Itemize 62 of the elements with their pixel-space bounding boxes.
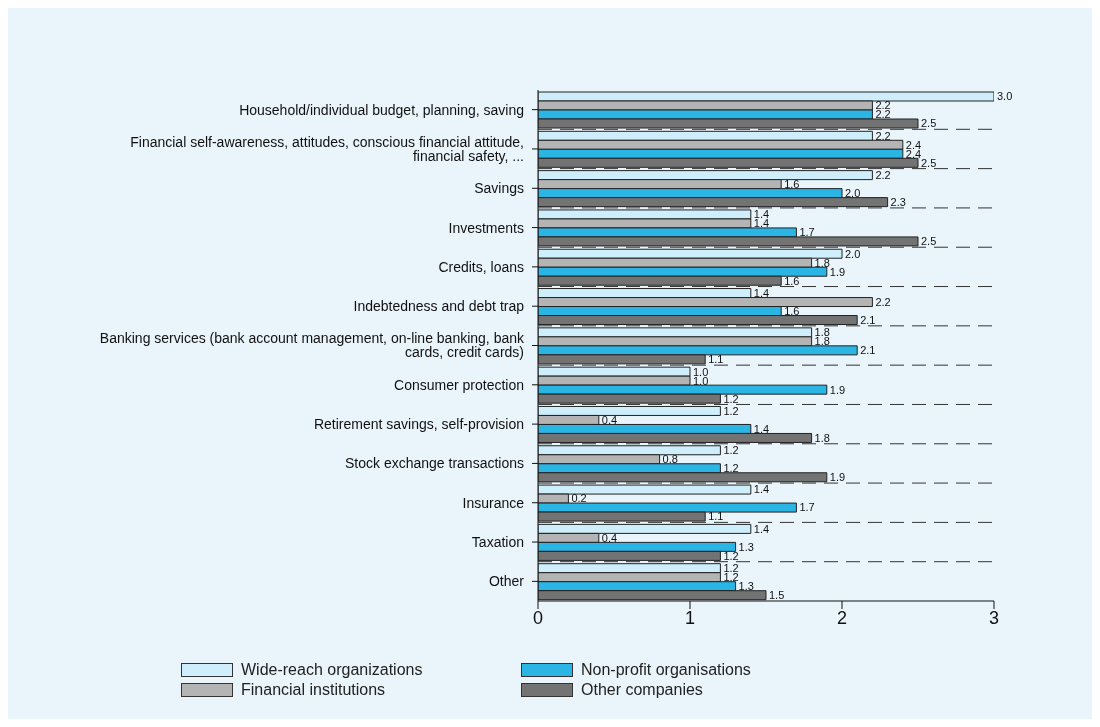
data-label: 2.2 xyxy=(875,169,891,182)
data-label: 2.5 xyxy=(921,117,937,130)
data-label: 1.1 xyxy=(708,510,724,523)
data-label: 1.2 xyxy=(723,549,739,562)
data-label: 1.4 xyxy=(753,483,770,496)
data-label: 1.5 xyxy=(769,589,785,602)
data-label: 0.2 xyxy=(571,492,587,505)
data-label: 1.6 xyxy=(784,178,800,191)
data-label: 1.2 xyxy=(723,404,739,417)
data-label: 0.8 xyxy=(662,453,678,466)
x-tick-label: 1 xyxy=(684,607,696,628)
data-label: 1.2 xyxy=(723,392,739,405)
data-label: 2.3 xyxy=(890,196,906,209)
y-tick-label: Credits, loans xyxy=(438,258,524,275)
data-label: 1.6 xyxy=(784,274,800,287)
data-label: 1.4 xyxy=(753,522,770,535)
y-tick-label: Investments xyxy=(448,219,524,236)
y-tick-label: Consumer protection xyxy=(394,376,524,393)
y-tick-label: Banking services (bank account management, on-line banking, bank cards, credit cards) xyxy=(99,330,525,361)
data-label: 1.9 xyxy=(829,383,846,396)
legend-label: Other companies xyxy=(581,681,703,699)
data-label: 3.0 xyxy=(997,90,1013,103)
x-tick-label: 3 xyxy=(988,607,1000,628)
y-tick-label: Savings xyxy=(474,180,524,197)
data-label: 1.8 xyxy=(814,431,830,444)
data-label: 2.2 xyxy=(875,129,891,142)
data-label: 0.4 xyxy=(601,413,618,426)
data-label: 1.3 xyxy=(738,580,754,593)
data-label: 1.6 xyxy=(784,304,800,317)
data-label: 1.1 xyxy=(708,353,724,366)
y-tick-label: Taxation xyxy=(471,534,524,551)
data-label: 0.4 xyxy=(601,531,618,544)
data-label: 1.7 xyxy=(799,501,815,514)
data-label: 1.7 xyxy=(799,226,815,239)
data-label: 1.8 xyxy=(814,256,830,269)
data-label: 1.2 xyxy=(723,462,739,475)
data-label: 2.4 xyxy=(905,138,922,151)
y-tick-label: Stock exchange transactions xyxy=(345,455,524,472)
y-tick-label: Insurance xyxy=(462,494,525,511)
x-tick-label: 0 xyxy=(532,607,544,628)
legend-label: Financial institutions xyxy=(241,681,386,699)
data-label: 2.5 xyxy=(921,156,937,169)
legend-label: Wide-reach organizations xyxy=(241,661,423,679)
y-tick-label: Financial self-awareness, attitudes, conscious financial attitude, financial safety, ... xyxy=(130,133,524,164)
data-label: 1.3 xyxy=(738,540,754,553)
data-label: 1.9 xyxy=(829,471,846,484)
data-label: 2.1 xyxy=(860,344,876,357)
data-label: 1.2 xyxy=(723,444,739,457)
y-tick-label: Retirement savings, self-provision xyxy=(313,416,524,433)
y-tick-label: Indebtedness and debt trap xyxy=(353,298,525,315)
data-label: 2.0 xyxy=(845,187,861,200)
data-label: 2.1 xyxy=(860,313,876,326)
legend-label: Non-profit organisations xyxy=(581,661,751,679)
data-label: 2.2 xyxy=(875,295,891,308)
data-label: 2.0 xyxy=(845,247,861,260)
data-label: 1.4 xyxy=(753,422,770,435)
data-label: 1.9 xyxy=(829,265,846,278)
y-tick-label: Household/individual budget, planning, saving xyxy=(239,101,524,118)
y-tick-label: Other xyxy=(488,573,525,590)
data-label: 1.4 xyxy=(753,286,770,299)
data-label: 2.5 xyxy=(921,235,937,248)
x-tick-label: 2 xyxy=(836,607,848,628)
